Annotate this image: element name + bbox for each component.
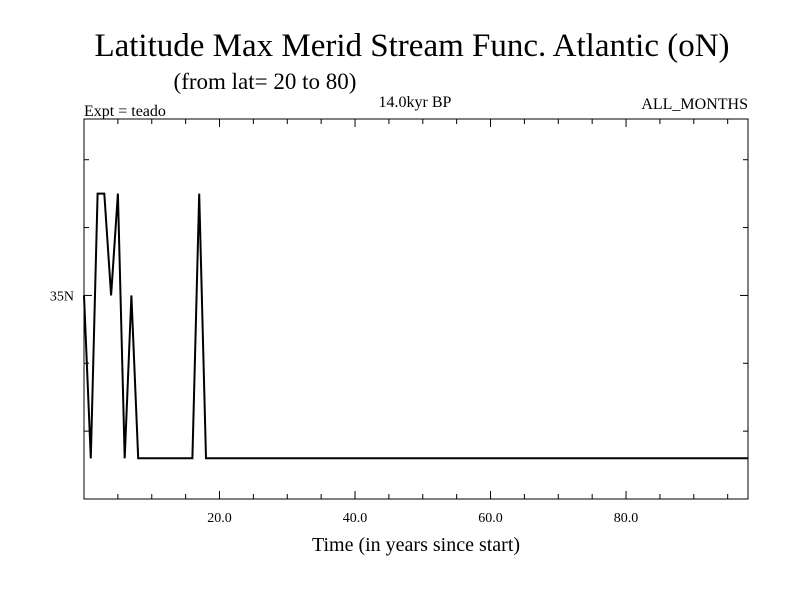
series-line-max-lat	[83, 192, 748, 460]
experiment-label: Expt = teado	[84, 103, 166, 120]
chart-title: Latitude Max Merid Stream Func. Atlantic…	[94, 28, 729, 64]
plot-frame	[83, 118, 749, 500]
chart-subtitle: (from lat= 20 to 80)	[174, 69, 357, 94]
x-tick-label: 40.0	[343, 511, 368, 526]
axis-ticks	[84, 119, 748, 499]
x-axis-label: Time (in years since start)	[312, 534, 520, 556]
months-label: ALL_MONTHS	[641, 96, 748, 113]
x-tick-label: 20.0	[207, 511, 232, 526]
y-tick-label: 35N	[50, 289, 74, 304]
x-tick-label: 60.0	[478, 511, 503, 526]
x-tick-label: 80.0	[614, 511, 639, 526]
axis-tick-labels: 20.0 40.0 60.0 80.0 35N	[50, 289, 638, 526]
period-label: 14.0kyr BP	[379, 94, 452, 111]
